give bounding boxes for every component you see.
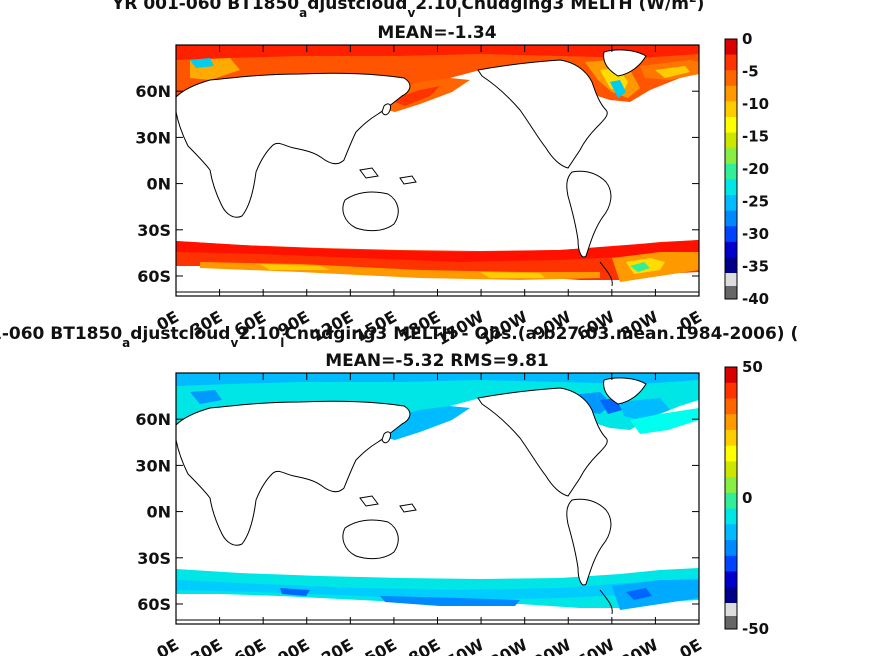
- bottom-colorbar-label: 0: [742, 489, 752, 507]
- bottom-colorbar: 50 0 -50: [724, 358, 769, 638]
- top-colorbar-swatch: [725, 257, 737, 274]
- bottom-colorbar-swatch: [725, 524, 737, 541]
- top-colorbar-swatch: [725, 148, 737, 165]
- bottom-north-america: [477, 387, 608, 497]
- bottom-xtick-label: 30E: [187, 635, 225, 656]
- bottom-colorbar-swatch: [725, 398, 737, 415]
- top-south-america: [566, 170, 612, 258]
- top-colorbar-label: -35: [742, 258, 769, 276]
- bottom-xtick-label: 30W: [617, 635, 661, 656]
- bottom-xtick-label: 0E: [676, 635, 705, 656]
- top-japan: [381, 103, 391, 116]
- bottom-subtitle: MEAN=-5.32 RMS=9.81: [325, 351, 549, 371]
- top-continents: [176, 49, 647, 258]
- top-colorbar-swatch: [725, 54, 737, 71]
- bottom-colorbar-swatch: [725, 367, 737, 384]
- bottom-colorbar-label: -50: [742, 620, 769, 638]
- bottom-colorbar-swatch: [725, 603, 737, 616]
- bottom-xtick-label: 180E: [396, 635, 444, 656]
- bottom-colorbar-swatch: [725, 508, 737, 525]
- bottom-ytick-label: 60N: [135, 410, 171, 429]
- top-colorbar-label: -25: [742, 193, 769, 211]
- bottom-greenland: [603, 377, 647, 405]
- top-colorbar-swatch: [725, 273, 737, 286]
- top-colorbar-swatch: [725, 163, 737, 180]
- bottom-colorbar-swatch: [725, 616, 737, 629]
- top-ytick-label: 30S: [137, 221, 171, 240]
- bottom-colorbar-swatch: [725, 445, 737, 462]
- top-colorbar-swatch: [725, 117, 737, 134]
- top-colorbar: 0 -5 -10 -15 -20 -25 -30 -35 -40: [724, 30, 769, 308]
- top-colorbar-label: -10: [742, 95, 769, 113]
- top-colorbar-swatch: [725, 70, 737, 87]
- bottom-ytick-label: 0N: [146, 503, 171, 522]
- bottom-ytick-label: 60S: [137, 595, 171, 614]
- bottom-colorbar-swatch: [725, 382, 737, 400]
- top-ytick-label: 30N: [135, 128, 171, 147]
- top-colorbar-swatch: [725, 241, 737, 258]
- bottom-colorbar-swatch: [725, 587, 737, 604]
- top-map-field: [176, 45, 699, 296]
- top-ytick-label: 60S: [137, 267, 171, 286]
- bottom-ytick-label: 30S: [137, 549, 171, 568]
- top-colorbar-label: -5: [742, 63, 759, 81]
- top-colorbar-label: -15: [742, 128, 769, 146]
- bottom-colorbar-swatch: [725, 414, 737, 431]
- top-australia: [342, 191, 399, 232]
- bottom-colorbar-label: 50: [742, 358, 763, 376]
- bottom-xtick-label: 150W: [433, 635, 487, 656]
- top-colorbar-swatch: [725, 226, 737, 243]
- bottom-xtick-label: 90E: [274, 635, 312, 656]
- top-colorbar-swatch: [725, 179, 737, 196]
- top-title: YR 001-060 BT1850adjustcloudv2.10lCnudgi…: [111, 0, 704, 20]
- top-subtitle: MEAN=-1.34: [377, 23, 496, 43]
- bottom-australia: [342, 519, 399, 560]
- bottom-colorbar-swatch: [725, 492, 737, 510]
- bottom-xtick-label: 120W: [477, 635, 531, 656]
- bottom-colorbar-swatch: [725, 477, 737, 494]
- bottom-southern-field: [176, 568, 699, 608]
- top-colorbar-swatch: [725, 195, 737, 212]
- bottom-xtick-label: 0E: [153, 635, 182, 656]
- bottom-title: 1-060 BT1850adjustcloudv2.10lCnudging3 M…: [0, 324, 798, 350]
- bottom-colorbar-swatch: [725, 555, 737, 573]
- top-colorbar-swatch: [725, 286, 737, 299]
- top-panel: YR 001-060 BT1850adjustcloudv2.10lCnudgi…: [111, 0, 769, 349]
- bottom-xtick-label: 120E: [308, 635, 356, 656]
- top-colorbar-label: -40: [742, 290, 769, 308]
- top-colorbar-swatch: [725, 85, 737, 102]
- top-ytick-label: 0N: [146, 175, 171, 194]
- bottom-xtick-label: 90W: [530, 635, 574, 656]
- bottom-colorbar-swatch: [725, 540, 737, 557]
- top-north-america: [477, 59, 608, 169]
- bottom-xtick-label: 60E: [231, 635, 269, 656]
- top-colorbar-swatch: [725, 101, 737, 118]
- bottom-japan: [381, 431, 391, 444]
- bottom-panel: 1-060 BT1850adjustcloudv2.10lCnudging3 M…: [0, 324, 798, 656]
- top-colorbar-swatch: [725, 39, 737, 56]
- bottom-colorbar-swatch: [725, 429, 737, 447]
- bottom-xtick-label: 60W: [574, 635, 618, 656]
- top-eurasia-africa: [176, 72, 411, 218]
- bottom-south-america: [566, 498, 612, 586]
- top-colorbar-label: -30: [742, 225, 769, 243]
- bottom-ytick-label: 30N: [135, 456, 171, 475]
- top-colorbar-label: 0: [742, 30, 752, 48]
- top-colorbar-label: -20: [742, 160, 769, 178]
- bottom-colorbar-swatch: [725, 571, 737, 588]
- bottom-arctic-field: [176, 373, 699, 430]
- top-colorbar-swatch: [725, 132, 737, 149]
- top-colorbar-swatch: [725, 210, 737, 227]
- top-ytick-label: 60N: [135, 82, 171, 101]
- top-greenland: [603, 49, 647, 77]
- bottom-eurasia-africa: [176, 400, 411, 546]
- top-arctic-field: [176, 45, 699, 102]
- bottom-xtick-label: 150E: [352, 635, 400, 656]
- bottom-colorbar-swatch: [725, 461, 737, 478]
- bottom-continents: [176, 377, 647, 586]
